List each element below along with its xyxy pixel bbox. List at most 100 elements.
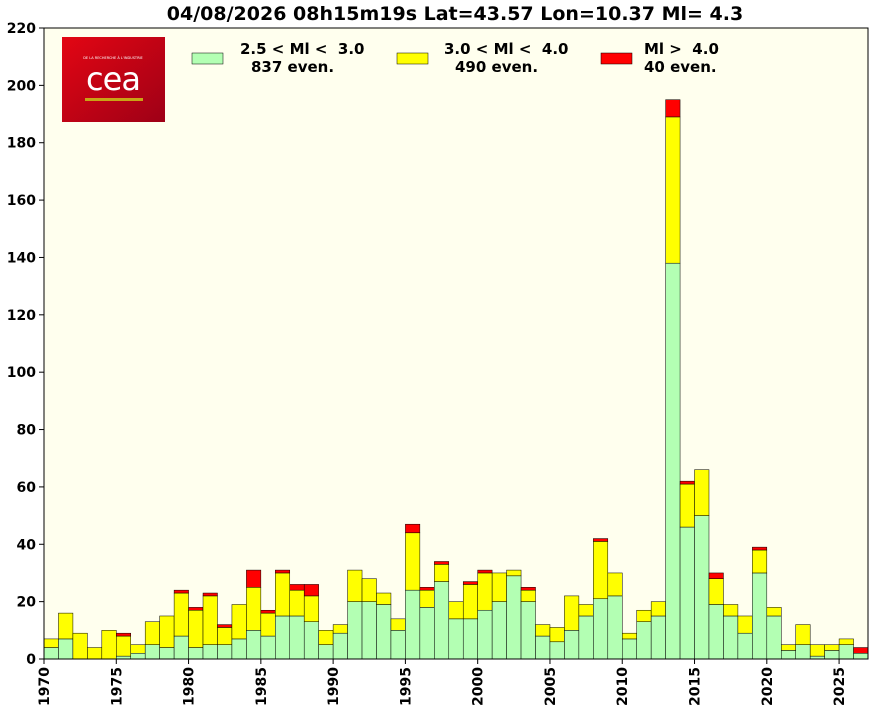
bar-2016-series-1: [708, 578, 724, 605]
bar-2019-series-1: [752, 549, 768, 574]
bar-1983-series-1: [231, 604, 247, 640]
bar-1970-series-1: [43, 638, 59, 648]
bar-1973-series-1: [87, 647, 103, 660]
bar-1976-series-0: [130, 653, 146, 660]
x-tick-label: 2020: [760, 667, 776, 706]
bar-1990-series-1: [332, 624, 348, 634]
bar-2025-series-1: [838, 638, 854, 645]
bar-1985-series-2: [260, 609, 276, 614]
bar-1982-series-1: [217, 627, 233, 645]
bar-2012-series-0: [650, 615, 666, 660]
bar-2011-series-1: [636, 609, 652, 622]
bar-2001-series-1: [491, 572, 507, 602]
bar-1993-series-0: [376, 604, 392, 660]
bar-1996-series-0: [419, 607, 435, 660]
bar-1978-series-1: [159, 615, 175, 648]
bar-2014-series-0: [679, 526, 695, 660]
y-tick-label: 200: [7, 78, 36, 94]
bar-1982-series-2: [217, 624, 233, 628]
legend-label-medium: 3.0 < Ml < 4.0: [444, 40, 568, 58]
bar-1988-series-1: [303, 595, 319, 622]
bar-2018-series-0: [737, 632, 753, 660]
bar-1972-series-1: [72, 632, 88, 660]
bar-1991-series-1: [347, 569, 363, 602]
bar-1977-series-0: [144, 644, 160, 660]
bar-1981-series-2: [202, 592, 218, 597]
bar-2019-series-2: [752, 546, 768, 551]
legend-item-medium: 3.0 < Ml < 4.0 490 even.: [396, 40, 568, 76]
bar-2013-series-2: [665, 99, 681, 118]
bar-1997-series-0: [434, 581, 450, 660]
bar-1981-series-0: [202, 644, 218, 660]
bar-2007-series-0: [578, 615, 594, 660]
bar-2017-series-0: [723, 615, 739, 660]
y-tick-label: 40: [17, 537, 37, 553]
bar-2008-series-0: [593, 598, 609, 660]
bar-2021-series-1: [781, 644, 796, 651]
x-tick-label: 1980: [182, 667, 198, 706]
bar-2006-series-1: [564, 595, 580, 631]
y-tick-label: 20: [17, 595, 37, 611]
legend: 2.5 < Ml < 3.0 837 even. 3.0 < Ml < 4.0 …: [191, 40, 719, 76]
x-tick-label: 1985: [254, 667, 270, 706]
logo-wordmark: cea: [86, 60, 140, 98]
bar-1991-series-0: [347, 601, 363, 660]
bar-1979-series-2: [173, 589, 189, 594]
y-tick-label: 140: [7, 250, 36, 266]
bar-1981-series-1: [202, 595, 218, 645]
x-tick-label: 2025: [832, 667, 848, 706]
bar-1980-series-0: [188, 647, 204, 660]
bar-1986-series-0: [275, 615, 291, 660]
x-tick-label: 1990: [326, 667, 342, 706]
bar-2014-series-2: [679, 480, 695, 485]
bar-1984-series-1: [246, 587, 262, 631]
bar-1993-series-1: [376, 592, 392, 605]
y-tick-label: 160: [7, 193, 36, 209]
bar-1979-series-1: [173, 592, 189, 637]
bar-2017-series-1: [723, 604, 739, 617]
bar-1989-series-1: [318, 630, 334, 645]
bar-1984-series-2: [246, 569, 262, 588]
bar-2002-series-0: [506, 575, 522, 660]
bar-1990-series-0: [332, 632, 348, 660]
legend-label-small: 2.5 < Ml < 3.0: [240, 40, 364, 58]
bar-1985-series-1: [260, 612, 276, 637]
bar-2010-series-1: [622, 632, 637, 640]
bar-1979-series-0: [173, 635, 189, 660]
bar-2019-series-0: [752, 572, 768, 660]
bar-2013-series-0: [665, 262, 681, 660]
bar-2003-series-2: [520, 587, 536, 591]
bar-2003-series-0: [520, 601, 536, 660]
bar-1994-series-1: [390, 618, 406, 631]
y-tick-label: 220: [7, 21, 36, 37]
bar-2006-series-0: [564, 630, 580, 660]
bar-1983-series-0: [231, 638, 247, 660]
y-tick-label: 60: [17, 480, 37, 496]
bar-1998-series-1: [448, 601, 464, 620]
bar-1995-series-2: [405, 523, 421, 534]
bar-1986-series-2: [275, 569, 291, 574]
bar-2024-series-1: [824, 644, 840, 651]
bar-2020-series-1: [766, 607, 782, 617]
legend-count-large: 40 even.: [644, 58, 717, 76]
bar-2008-series-1: [593, 541, 609, 600]
bar-1995-series-0: [405, 589, 421, 660]
bar-2005-series-0: [549, 641, 565, 660]
legend-item-small: 2.5 < Ml < 3.0 837 even.: [191, 40, 364, 76]
bar-1989-series-0: [318, 644, 334, 660]
bar-2000-series-2: [477, 569, 493, 574]
bar-1982-series-0: [217, 644, 233, 660]
y-tick-label: 100: [7, 365, 36, 381]
x-axis-ticks: 1970 1975 1980 1985 1990 1995 2000 2005 2010 2015…: [37, 659, 848, 706]
bar-1988-series-0: [303, 621, 319, 660]
bar-2011-series-0: [636, 621, 652, 660]
bar-2021-series-0: [781, 650, 796, 660]
bar-2025-series-0: [838, 644, 854, 660]
logo-tagline: DE LA RECHERCHE À L'INDUSTRIE: [83, 55, 143, 60]
bar-2007-series-1: [578, 604, 594, 617]
bar-2003-series-1: [520, 589, 536, 602]
bar-1996-series-2: [419, 587, 435, 591]
bar-1997-series-1: [434, 564, 450, 582]
bar-1988-series-2: [303, 584, 319, 597]
